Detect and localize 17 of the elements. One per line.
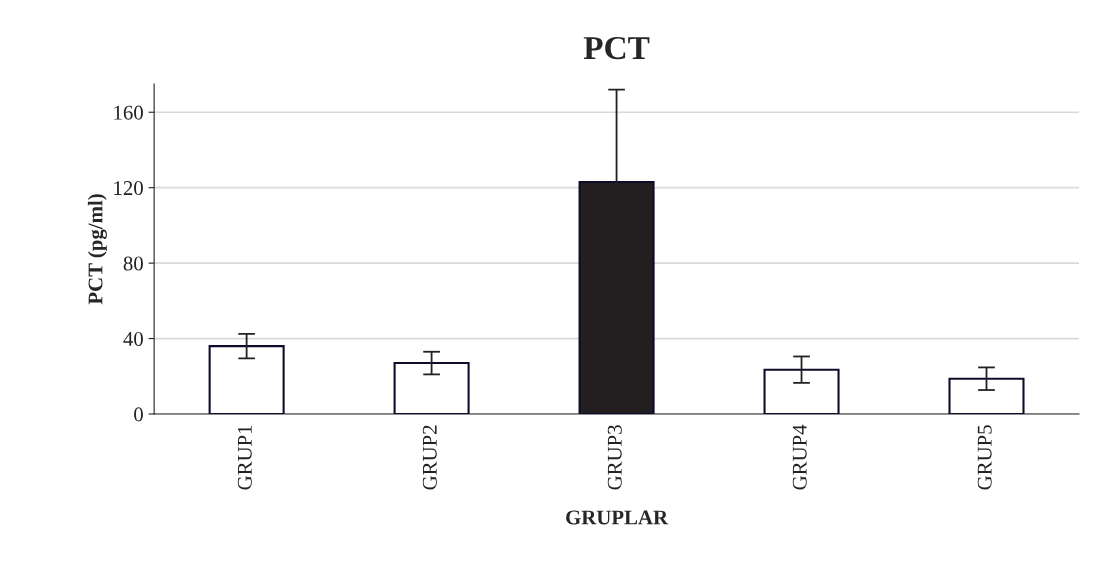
y-tick-label: 0 bbox=[134, 407, 143, 422]
y-tick-label: 160 bbox=[114, 105, 143, 120]
y-tick-label: 120 bbox=[114, 181, 143, 196]
y-tick-label: 80 bbox=[123, 256, 143, 271]
y-axis-title: PCT (pg/ml) bbox=[87, 194, 107, 305]
x-tick-label: GRUP2 bbox=[422, 425, 437, 490]
chart-title: PCT bbox=[583, 36, 650, 60]
x-tick-label: GRUP3 bbox=[607, 425, 622, 490]
x-tick-label: GRUP1 bbox=[237, 425, 252, 490]
bar bbox=[948, 377, 1025, 414]
bar bbox=[208, 345, 285, 414]
bar bbox=[393, 362, 470, 414]
y-tick-label: 40 bbox=[123, 331, 143, 346]
x-tick-label: GRUP5 bbox=[977, 425, 992, 490]
x-tick-label: GRUP4 bbox=[792, 424, 807, 490]
x-axis-title: GRUPLAR bbox=[566, 510, 669, 525]
bar bbox=[763, 368, 840, 414]
